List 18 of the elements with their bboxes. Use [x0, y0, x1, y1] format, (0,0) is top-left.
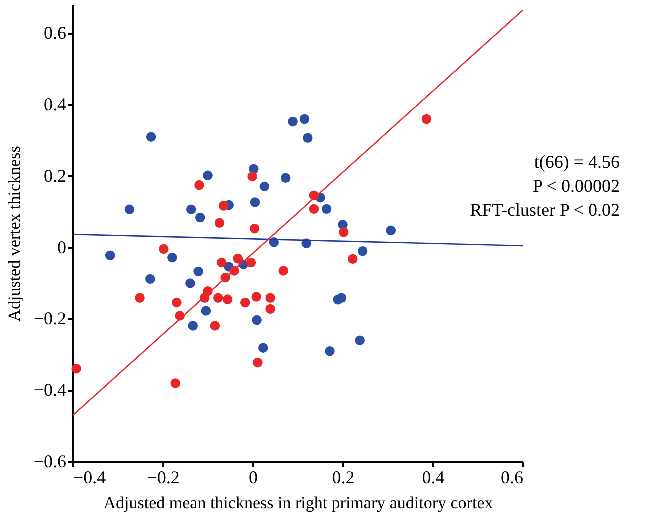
x-tick-label: −0.4	[74, 468, 106, 488]
y-tick-label: 0.6	[44, 23, 66, 44]
x-axis-title: Adjusted mean thickness in right primary auditory cortex	[104, 494, 494, 512]
text: t(66) = 4.56	[534, 152, 620, 172]
y-tick-label: −0.4	[34, 380, 66, 400]
y-tick-label: 0.4	[44, 94, 66, 114]
x-tick-label: 0	[249, 468, 258, 488]
y-tick-label: −0.2	[34, 308, 66, 329]
y-tick-label: 0.2	[44, 166, 66, 186]
annotation: RFT-cluster P < 0.02	[470, 200, 620, 220]
x-tick-label: −0.2	[147, 468, 180, 488]
y-tick-label: −0.6	[34, 452, 66, 472]
text: P < 0.00002	[533, 176, 620, 196]
x-tick-label: 0.6	[501, 468, 524, 488]
x-tick-label: 0.2	[332, 468, 355, 488]
y-axis-title: Adjusted vertex thickness	[4, 146, 24, 322]
x-tick-label: 0.4	[422, 468, 445, 488]
y-tick-label: 0	[58, 237, 66, 258]
